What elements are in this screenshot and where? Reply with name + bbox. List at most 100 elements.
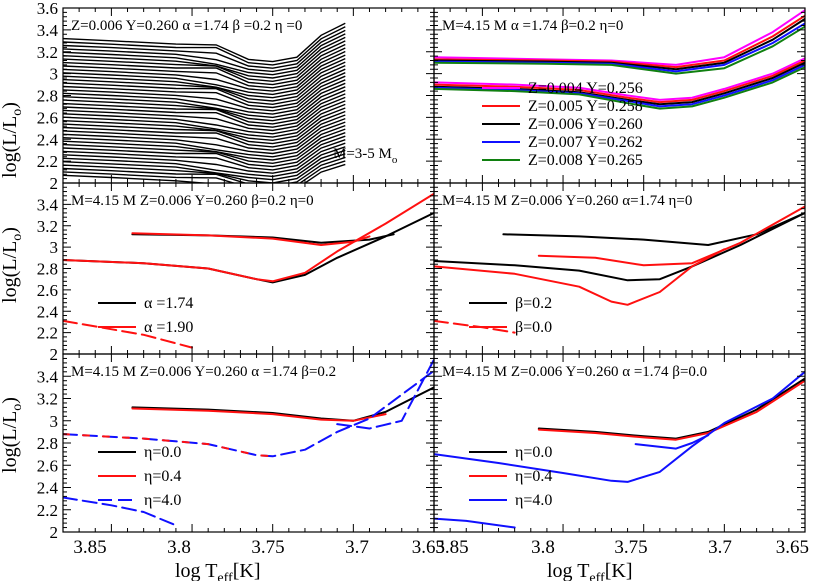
panel-p5: 2 2.2 2.4 2.6 2.8 3 3.2 3.4 M=4.15 M Z=0.006 Y=0… bbox=[37, 353, 435, 542]
plot-area bbox=[63, 358, 434, 527]
legend-label: η=0.0 bbox=[144, 444, 181, 461]
track-line bbox=[63, 57, 346, 96]
track-line bbox=[63, 107, 346, 142]
y-tick-label: 3 bbox=[50, 65, 59, 84]
track-line bbox=[63, 117, 346, 151]
y-tick-label: 2.6 bbox=[37, 456, 58, 475]
series-line bbox=[502, 211, 805, 246]
y-tick-label: 2.8 bbox=[37, 260, 58, 279]
series-line bbox=[63, 211, 434, 284]
y-tick-label: 2.6 bbox=[37, 281, 58, 300]
tick-marks bbox=[62, 353, 435, 533]
series-line bbox=[336, 358, 434, 430]
plot-area bbox=[434, 370, 805, 529]
y-tick-label: 2.4 bbox=[37, 479, 59, 498]
tick-marks bbox=[433, 353, 806, 533]
track-line bbox=[63, 47, 346, 86]
panel-frame bbox=[433, 353, 806, 533]
panel-title: M=4.15 M Z=0.006 Y=0.260 α =1.74 β=0.2 bbox=[71, 364, 336, 380]
y-axis-label-top: log(L/Lo) bbox=[0, 102, 25, 178]
tick-marks bbox=[62, 7, 435, 184]
x-tick-label: 3.85 bbox=[435, 537, 468, 558]
track-line bbox=[63, 26, 346, 66]
series-line bbox=[537, 377, 805, 440]
series-line bbox=[537, 205, 805, 267]
track-line bbox=[63, 103, 346, 138]
y-tick-label: 2.6 bbox=[37, 108, 58, 127]
track-line bbox=[63, 75, 346, 112]
legend: β=0.2 β=0.0 bbox=[469, 295, 552, 336]
panel-p3: 2 2.2 2.4 2.6 2.8 3 3.2 3.4 M=4.15 M Z=0.006 Y=0… bbox=[37, 182, 435, 364]
legend: η=0.0 η=0.4 η=4.0 bbox=[98, 444, 181, 509]
series-line bbox=[634, 434, 710, 450]
y-axis-label-middle: log(L/Lo) bbox=[0, 227, 25, 303]
legend: α =1.74 α =1.90 bbox=[98, 295, 193, 336]
panel-p6: M=4.15 M Z=0.006 Y=0.260 α =1.74 β=0.0 η=… bbox=[433, 353, 806, 533]
series-line bbox=[434, 14, 805, 104]
panel-title: M=4.15 M Z=0.006 Y=0.260 α=1.74 η=0 bbox=[442, 193, 692, 209]
track-line bbox=[63, 139, 346, 171]
x-tick-label: 3.7 bbox=[345, 537, 369, 558]
x-tick-label: 3.8 bbox=[531, 537, 555, 558]
track-line bbox=[63, 86, 346, 122]
y-tick-label: 3 bbox=[50, 238, 59, 257]
tick-marks bbox=[433, 182, 806, 355]
plot-area bbox=[63, 192, 434, 349]
track-line bbox=[63, 156, 346, 183]
y-tick-label: 3.4 bbox=[37, 21, 59, 40]
track-line bbox=[63, 124, 346, 158]
series-line bbox=[63, 319, 193, 349]
track-line bbox=[63, 89, 346, 125]
track-line bbox=[63, 149, 346, 181]
legend-label: Z=0.005 Y=0.258 bbox=[528, 98, 643, 115]
panel-frame bbox=[62, 353, 435, 533]
panel-annotation: M=3-5 Mo bbox=[333, 146, 398, 166]
y-tick-label: 3.2 bbox=[37, 43, 58, 62]
series-line bbox=[434, 211, 805, 282]
series-line bbox=[434, 25, 805, 110]
y-axis-label-bottom: log(L/Lo) bbox=[0, 397, 25, 473]
track-line bbox=[63, 114, 346, 148]
y-tick-label: 3.6 bbox=[37, 0, 58, 18]
y-tick-label: 2.4 bbox=[37, 130, 59, 149]
track-line bbox=[63, 79, 346, 115]
legend-label: Z=0.008 Y=0.265 bbox=[528, 152, 643, 169]
track-line bbox=[63, 121, 346, 155]
series-line bbox=[131, 232, 371, 246]
track-line bbox=[63, 163, 346, 183]
panel-p2: M=4.15 M α =1.74 β=0.2 η=0 Z=0.004 Y=0.25… bbox=[433, 7, 806, 184]
track-line bbox=[63, 68, 346, 106]
series-line bbox=[131, 386, 434, 422]
legend-label: Z=0.006 Y=0.260 bbox=[528, 116, 643, 133]
panel-title: Z=0.006 Y=0.260 α =1.74 β =0.2 η =0 bbox=[71, 18, 302, 34]
legend-label: Z=0.004 Y=0.256 bbox=[528, 80, 643, 97]
legend-label: η=0.0 bbox=[515, 444, 552, 461]
track-line bbox=[63, 36, 346, 76]
legend-label: α =1.90 bbox=[144, 319, 193, 336]
track-line bbox=[63, 22, 346, 63]
legend-label: η=0.4 bbox=[144, 468, 181, 485]
x-tick-labels-left: 3.85 3.8 3.75 3.7 3.65 bbox=[435, 537, 809, 558]
panel-p1: 2 2.2 2.4 2.6 2.8 3 3.2 3.4 3.6 Z=0.006 Y=0.260 α… bbox=[37, 0, 435, 193]
panel-title: M=4.15 M Z=0.006 Y=0.260 α =1.74 β=0.0 bbox=[442, 364, 707, 380]
track-line bbox=[63, 100, 346, 135]
y-tick-label: 2.2 bbox=[37, 152, 58, 171]
series-line bbox=[537, 379, 805, 441]
y-tick-label: 2.8 bbox=[37, 87, 58, 106]
tick-marks bbox=[433, 7, 806, 184]
track-line bbox=[63, 142, 346, 174]
y-tick-label: 3.4 bbox=[37, 367, 59, 386]
track-line bbox=[63, 40, 346, 79]
track-line bbox=[63, 146, 346, 178]
track-line bbox=[63, 29, 346, 69]
annotation-text: M=3-5 M bbox=[333, 146, 392, 162]
track-line bbox=[63, 50, 346, 89]
annotation-sub: o bbox=[392, 154, 398, 166]
track-line bbox=[63, 96, 346, 132]
y-tick-label: 2.8 bbox=[37, 434, 58, 453]
track-line bbox=[63, 135, 346, 168]
x-tick-label: 3.7 bbox=[708, 537, 732, 558]
track-line bbox=[63, 64, 346, 102]
